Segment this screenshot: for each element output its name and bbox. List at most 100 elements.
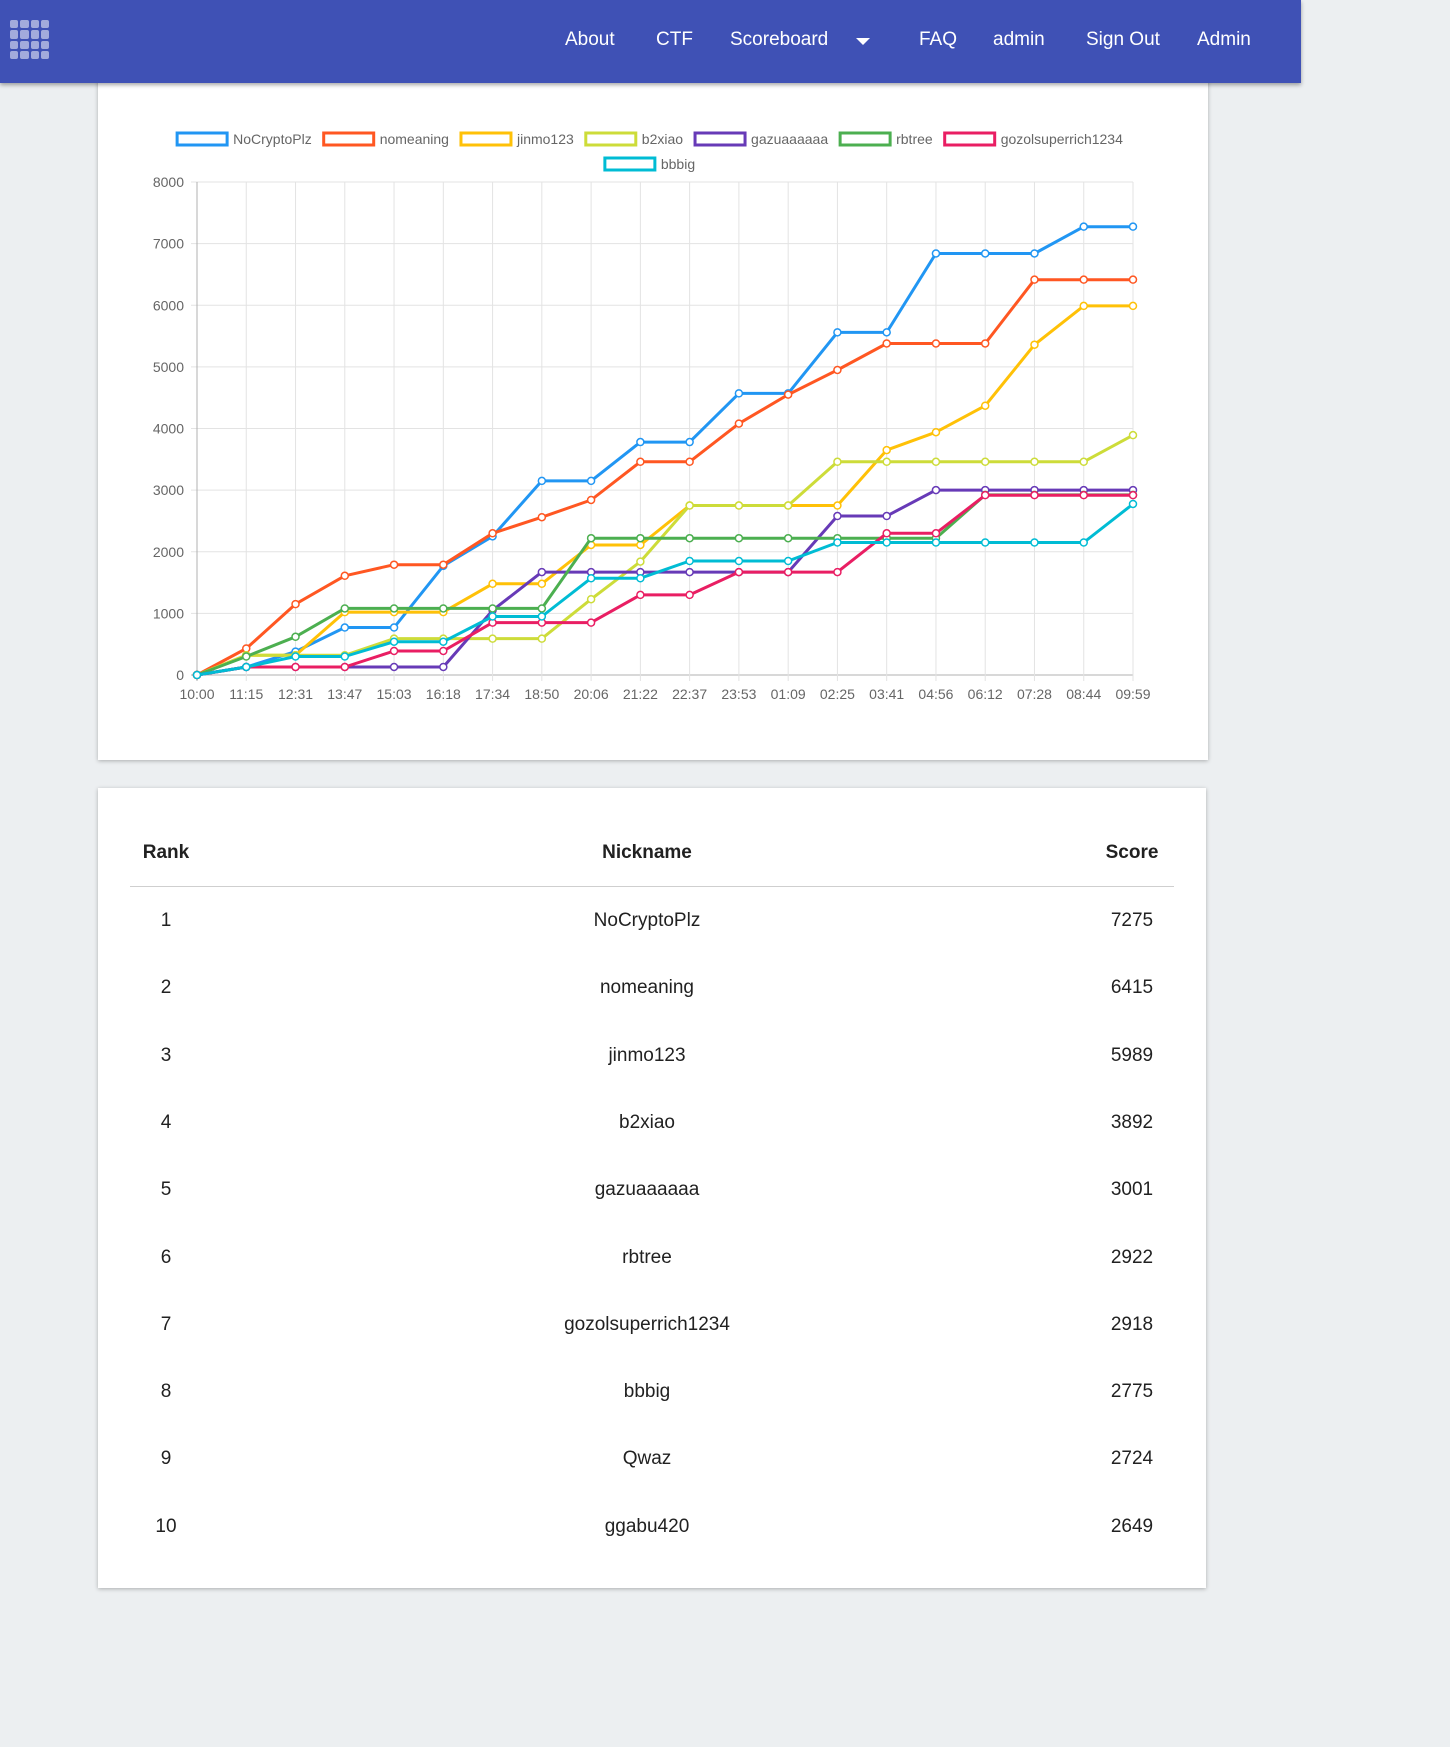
data-point-gazuaaaaaa xyxy=(537,567,547,577)
data-point-jinmo123 xyxy=(636,540,645,550)
nickname-cell[interactable]: nomeaning xyxy=(599,977,695,999)
nav-scoreboard[interactable]: Scoreboard xyxy=(730,29,829,50)
data-point-gozolsuperrich1234 xyxy=(636,590,645,600)
data-point-gozolsuperrich1234 xyxy=(685,590,694,600)
nav-faq[interactable]: FAQ xyxy=(919,29,958,50)
data-point-rbtree xyxy=(439,604,448,613)
data-point-NoCryptoPlz xyxy=(1030,249,1039,258)
data-point-bbbig xyxy=(1079,538,1088,547)
nickname-cell[interactable]: b2xiao xyxy=(619,1111,675,1133)
x-tick-label: 04:56 xyxy=(918,686,953,702)
data-point-gozolsuperrich1234 xyxy=(783,567,793,577)
nickname-cell[interactable]: gazuaaaaaa xyxy=(594,1179,700,1201)
y-tick-label: 1000 xyxy=(153,605,184,621)
x-tick-label: 13:47 xyxy=(327,686,362,702)
nav-ctf[interactable]: CTF xyxy=(656,29,693,50)
data-point-gazuaaaaaa xyxy=(931,485,941,495)
y-tick-label: 4000 xyxy=(153,421,184,437)
data-point-gazuaaaaaa xyxy=(389,662,399,672)
data-point-bbbig xyxy=(389,637,399,646)
data-point-nomeaning xyxy=(734,419,744,428)
nickname-cell[interactable]: gozolsuperrich1234 xyxy=(564,1313,730,1335)
data-point-NoCryptoPlz xyxy=(734,389,744,398)
x-tick-label: 10:00 xyxy=(179,686,214,702)
legend-swatch-jinmo123 xyxy=(459,131,513,147)
data-point-NoCryptoPlz xyxy=(340,623,350,632)
data-point-nomeaning xyxy=(242,644,251,653)
data-point-b2xiao xyxy=(734,501,744,510)
data-point-bbbig xyxy=(1030,538,1039,547)
data-point-nomeaning xyxy=(882,339,891,348)
nickname-cell[interactable]: Qwaz xyxy=(622,1448,672,1470)
data-point-jinmo123 xyxy=(488,579,497,589)
score-cell: 3892 xyxy=(1110,1111,1154,1133)
data-point-nomeaning xyxy=(537,512,547,522)
series-line-b2xiao xyxy=(196,433,1134,677)
nickname-cell[interactable]: bbbig xyxy=(623,1381,671,1403)
score-cell: 2649 xyxy=(1110,1515,1154,1537)
data-point-nomeaning xyxy=(291,599,300,609)
data-point-b2xiao xyxy=(685,501,694,510)
nickname-cell[interactable]: NoCryptoPlz xyxy=(593,910,701,931)
nav-about[interactable]: About xyxy=(565,29,615,50)
header-rank: Rank xyxy=(142,842,190,863)
data-point-NoCryptoPlz xyxy=(980,249,990,258)
data-point-jinmo123 xyxy=(1128,301,1138,311)
data-point-gozolsuperrich1234 xyxy=(980,490,990,500)
data-point-NoCryptoPlz xyxy=(1128,222,1138,231)
nickname-cell[interactable]: ggabu420 xyxy=(604,1515,690,1537)
y-tick-label: 2000 xyxy=(153,544,184,560)
x-tick-label: 08:44 xyxy=(1066,686,1101,702)
data-point-bbbig xyxy=(192,670,202,680)
rank-cell: 2 xyxy=(160,977,172,999)
data-point-rbtree xyxy=(636,533,645,543)
rank-cell: 7 xyxy=(160,1313,172,1335)
rank-cell: 3 xyxy=(160,1044,172,1066)
data-point-bbbig xyxy=(636,573,645,583)
y-tick-label: 0 xyxy=(176,667,184,683)
data-point-bbbig xyxy=(783,556,793,566)
x-tick-label: 07:28 xyxy=(1017,686,1052,702)
legend-label-rbtree: rbtree xyxy=(896,131,933,147)
nav-admin-user[interactable]: admin xyxy=(993,29,1045,50)
data-point-gozolsuperrich1234 xyxy=(439,646,448,656)
series-line-bbbig xyxy=(196,502,1134,677)
legend-swatch-NoCryptoPlz xyxy=(175,131,229,147)
data-point-gozolsuperrich1234 xyxy=(931,529,941,538)
data-point-gazuaaaaaa xyxy=(882,511,891,521)
data-point-nomeaning xyxy=(783,390,793,399)
data-point-bbbig xyxy=(340,652,350,661)
nav-admin[interactable]: Admin xyxy=(1197,29,1251,50)
legend-label-b2xiao: b2xiao xyxy=(642,131,683,147)
data-point-jinmo123 xyxy=(537,579,547,589)
data-point-b2xiao xyxy=(488,634,497,643)
nav-sign-out[interactable]: Sign Out xyxy=(1086,29,1160,50)
y-tick-label: 8000 xyxy=(153,174,184,190)
data-point-b2xiao xyxy=(783,501,793,510)
x-tick-label: 01:09 xyxy=(771,686,806,702)
data-point-jinmo123 xyxy=(833,501,842,510)
nickname-cell[interactable]: rbtree xyxy=(622,1246,672,1268)
data-point-gozolsuperrich1234 xyxy=(1030,490,1039,500)
caret-down-icon[interactable] xyxy=(856,38,870,45)
data-point-bbbig xyxy=(439,637,448,646)
grid-logo-icon[interactable] xyxy=(10,20,49,59)
data-point-b2xiao xyxy=(980,457,990,467)
score-cell: 2724 xyxy=(1110,1448,1154,1470)
header-score: Score xyxy=(1105,842,1159,863)
data-point-b2xiao xyxy=(1128,430,1138,440)
nickname-cell[interactable]: jinmo123 xyxy=(608,1044,686,1066)
score-line-chart: 0 1000 2000 3000 4000 5000 6000 7000 8000 10:00 11… xyxy=(153,131,1151,702)
data-point-bbbig xyxy=(488,612,497,621)
x-tick-label: 20:06 xyxy=(574,686,609,702)
data-point-NoCryptoPlz xyxy=(931,249,941,258)
data-point-rbtree xyxy=(537,604,547,613)
legend-swatch-gazuaaaaaa xyxy=(693,131,747,147)
data-point-rbtree xyxy=(488,604,497,613)
data-point-NoCryptoPlz xyxy=(537,476,547,486)
rank-cell: 4 xyxy=(160,1111,172,1133)
y-tick-label: 5000 xyxy=(153,359,184,375)
x-tick-label: 09:59 xyxy=(1115,686,1150,702)
data-point-rbtree xyxy=(389,604,399,613)
legend-label-bbbig: bbbig xyxy=(661,156,695,172)
